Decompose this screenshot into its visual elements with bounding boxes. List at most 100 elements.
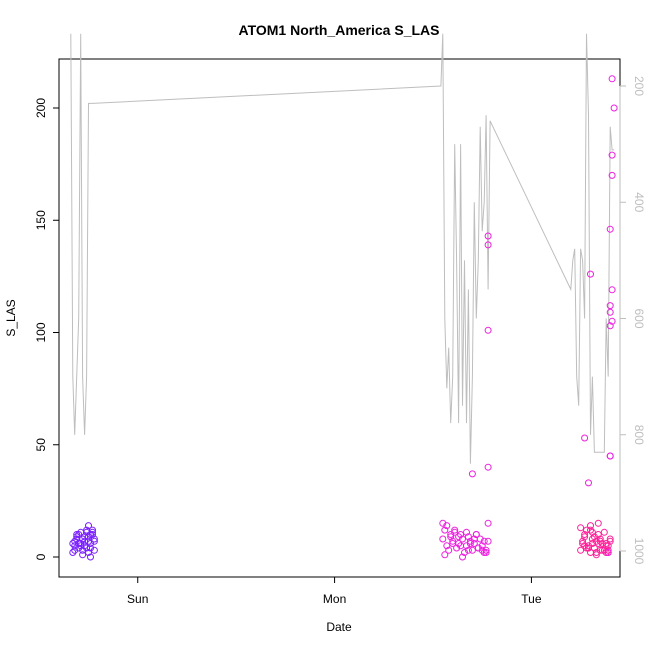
data-point-s3-15 <box>604 549 612 556</box>
data-point-s0-17 <box>89 531 96 538</box>
data-point-s1-22 <box>482 546 490 554</box>
data-point-s1-25 <box>443 522 451 530</box>
data-point-s0-27 <box>85 533 92 541</box>
data-point-s3-12 <box>587 270 594 278</box>
data-point-s2-22 <box>600 546 608 554</box>
left-tick-label-0: 0 <box>34 553 48 560</box>
right-axis-series-line <box>70 33 615 464</box>
right-tick-label-800: 800 <box>632 425 646 445</box>
data-point-s2-24 <box>579 537 587 545</box>
data-point-s1-2 <box>443 542 451 550</box>
data-point-s2-8 <box>592 537 600 545</box>
data-point-s3-6 <box>606 302 614 310</box>
data-point-s3-1 <box>610 104 618 112</box>
data-point-s0-3 <box>75 531 83 538</box>
data-point-s0-14 <box>77 528 85 536</box>
data-point-s2-10 <box>596 546 604 554</box>
data-point-s1-14 <box>466 537 474 545</box>
data-point-s2-9 <box>594 531 602 538</box>
y-axis-label: S_LAS <box>4 299 18 336</box>
right-tick-label-1000: 1000 <box>632 538 646 565</box>
data-point-s0-6 <box>81 533 89 541</box>
data-point-s1-21 <box>480 549 488 556</box>
data-point-s1-40 <box>472 531 480 538</box>
data-point-s1-5 <box>449 537 457 545</box>
data-point-s2-34 <box>596 537 604 545</box>
data-point-s0-30 <box>79 535 87 543</box>
right-tick-label-600: 600 <box>632 308 646 328</box>
data-point-s0-19 <box>75 544 83 552</box>
data-point-s1-27 <box>451 526 459 534</box>
data-point-s1-30 <box>463 528 470 536</box>
data-point-s0-34 <box>71 546 79 554</box>
data-point-s3-9 <box>606 322 614 330</box>
data-point-s2-15 <box>606 537 614 545</box>
data-point-s2-37 <box>594 519 602 527</box>
data-point-s2-25 <box>583 544 590 552</box>
left-y-axis: 0 50 100 150 200 <box>34 98 60 560</box>
data-point-s1-46 <box>484 463 492 471</box>
data-point-s0-16 <box>85 549 92 556</box>
data-point-s0-29 <box>75 540 83 547</box>
data-point-s1-13 <box>464 533 472 541</box>
data-point-s2-32 <box>581 542 589 550</box>
data-point-s2-13 <box>602 542 610 550</box>
data-point-s2-3 <box>583 526 590 534</box>
data-point-s0-31 <box>83 544 91 552</box>
data-point-s3-7 <box>606 308 614 316</box>
data-point-s1-7 <box>453 544 461 552</box>
data-point-s3-13 <box>585 479 592 487</box>
data-point-s0-5 <box>79 546 87 554</box>
data-point-s1-45 <box>468 470 476 478</box>
data-point-s1-37 <box>449 540 457 547</box>
data-point-s2-28 <box>594 540 602 547</box>
right-tick-label-400: 400 <box>632 192 646 212</box>
data-point-s3-2 <box>608 151 616 159</box>
right-y-axis: 200 400 600 800 1000 <box>619 76 646 565</box>
data-point-s1-44 <box>484 326 492 334</box>
data-point-s2-23 <box>604 542 612 550</box>
data-point-s2-26 <box>587 522 594 530</box>
left-tick-label-100: 100 <box>34 322 48 342</box>
x-tick-label-2: Tue <box>521 592 542 606</box>
right-tick-label-200: 200 <box>632 76 646 96</box>
data-point-s0-15 <box>81 542 89 550</box>
data-point-s3-5 <box>608 286 616 294</box>
data-point-s1-20 <box>478 542 486 550</box>
data-point-s0-26 <box>81 537 89 545</box>
data-point-s1-39 <box>464 546 472 554</box>
data-point-s2-33 <box>588 528 596 536</box>
data-point-s1-9 <box>457 531 465 538</box>
data-point-s0-21 <box>83 526 91 534</box>
data-point-s1-1 <box>441 526 449 534</box>
data-point-s3-0 <box>608 75 616 83</box>
data-point-s0-22 <box>87 540 94 547</box>
data-point-s1-41 <box>480 537 488 545</box>
data-point-s2-27 <box>590 533 598 541</box>
data-point-s0-25 <box>77 542 85 550</box>
data-point-s0-32 <box>87 531 94 538</box>
data-point-s2-16 <box>577 524 585 532</box>
data-point-s0-18 <box>71 537 79 545</box>
x-axis-label: Date <box>326 620 352 634</box>
data-point-s2-39 <box>585 544 592 552</box>
data-point-s1-47 <box>484 519 492 527</box>
data-point-s0-23 <box>90 546 98 554</box>
data-point-s0-33 <box>90 537 98 545</box>
x-tick-label-0: Sun <box>127 592 148 606</box>
data-point-s3-11 <box>606 452 614 460</box>
data-point-s1-32 <box>470 535 478 543</box>
data-point-s1-0 <box>439 535 447 543</box>
data-point-s2-40 <box>592 551 600 559</box>
data-point-s3-8 <box>608 317 616 325</box>
left-tick-label-200: 200 <box>34 98 48 118</box>
data-point-s1-34 <box>478 546 486 554</box>
data-point-s1-6 <box>451 528 459 536</box>
left-tick-label-150: 150 <box>34 210 48 230</box>
data-point-s3-14 <box>581 434 589 442</box>
data-point-s2-17 <box>581 531 589 538</box>
x-axis: Sun Mon Tue <box>127 576 542 606</box>
data-point-s2-4 <box>585 542 592 550</box>
data-point-s1-42 <box>484 232 492 240</box>
